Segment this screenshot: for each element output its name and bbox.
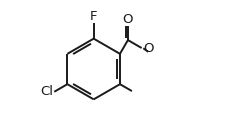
Text: F: F (90, 10, 97, 23)
Text: O: O (142, 42, 153, 55)
Text: Cl: Cl (40, 85, 53, 98)
Text: O: O (122, 13, 133, 26)
